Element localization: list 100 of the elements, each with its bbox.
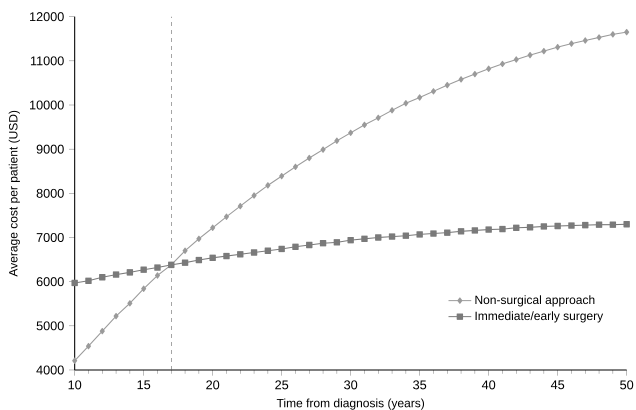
y-tick-label: 6000: [36, 277, 64, 286]
x-tick-label: 15: [138, 380, 150, 390]
point: [334, 239, 340, 246]
point: [596, 221, 602, 228]
point: [71, 280, 78, 286]
y-tick-label: 4000: [36, 366, 64, 374]
point: [223, 252, 230, 260]
legend-label: Non-surgical approach: [475, 295, 594, 306]
point: [402, 232, 410, 239]
point: [430, 230, 437, 237]
point: [306, 154, 312, 162]
point: [430, 88, 436, 95]
point: [224, 214, 230, 220]
point: [86, 342, 92, 350]
y-axis-title: Average cost per patient (USD): [8, 110, 20, 277]
point: [375, 234, 382, 241]
point: [141, 286, 146, 292]
point: [306, 242, 312, 248]
point: [500, 60, 505, 68]
point: [472, 227, 478, 234]
point: [623, 221, 630, 228]
point: [568, 40, 574, 47]
x-tick-label: 40: [482, 380, 496, 390]
x-tick-label: 50: [620, 380, 634, 390]
point: [182, 259, 188, 266]
y-tick-label: 10000: [30, 100, 64, 110]
point: [154, 272, 160, 279]
x-tick-label: 20: [206, 380, 220, 390]
point: [486, 66, 492, 72]
point: [417, 94, 422, 101]
point: [526, 224, 534, 231]
point: [292, 164, 298, 170]
point: [610, 221, 616, 228]
point: [458, 228, 464, 235]
x-tick-label: 35: [413, 380, 426, 390]
point: [568, 222, 575, 229]
legend-label: Immediate/early surgery: [476, 311, 604, 322]
point: [100, 328, 105, 334]
point: [416, 231, 423, 238]
point: [514, 56, 519, 63]
point: [250, 249, 258, 256]
point: [541, 48, 546, 54]
x-tick-label: 30: [344, 380, 358, 390]
point: [279, 172, 284, 180]
point: [264, 248, 272, 254]
point: [196, 236, 202, 242]
point: [582, 37, 588, 44]
point: [112, 271, 120, 278]
point: [403, 100, 408, 106]
point: [196, 256, 202, 264]
point: [376, 114, 381, 122]
y-tick-label: 11000: [30, 56, 64, 66]
point: [278, 246, 285, 252]
point: [85, 278, 92, 284]
point: [265, 182, 270, 189]
point: [72, 358, 78, 364]
point: [292, 244, 299, 250]
point: [485, 226, 492, 233]
point: [596, 34, 602, 41]
point: [624, 28, 630, 36]
point: [444, 229, 450, 236]
point: [320, 240, 326, 246]
x-axis-title: Time from diagnosis (years): [276, 398, 424, 410]
point: [238, 202, 243, 210]
point: [472, 70, 478, 78]
y-tick-label: 9000: [36, 144, 64, 154]
x-tick-label: 45: [550, 380, 564, 390]
point: [390, 107, 395, 114]
y-tick-label: 12000: [30, 12, 64, 22]
point: [140, 266, 147, 273]
point: [347, 236, 354, 244]
point: [182, 248, 188, 254]
y-tick-label: 7000: [36, 233, 64, 242]
point: [126, 269, 134, 276]
y-tick-label: 5000: [36, 321, 64, 330]
point: [361, 236, 368, 242]
point: [555, 44, 560, 50]
x-tick-label: 10: [68, 380, 82, 390]
point: [210, 224, 216, 231]
point: [540, 223, 548, 230]
x-tick-label: 25: [275, 380, 288, 390]
point: [499, 226, 506, 232]
point: [320, 146, 326, 153]
point: [348, 130, 354, 136]
point: [237, 251, 244, 258]
point: [554, 222, 561, 230]
point: [513, 224, 520, 231]
point: [444, 82, 450, 88]
point: [114, 312, 119, 320]
y-tick-label: 8000: [36, 188, 64, 198]
point: [154, 264, 161, 271]
point: [582, 222, 588, 228]
point: [610, 31, 616, 38]
point: [209, 254, 216, 262]
point: [528, 52, 533, 58]
point: [99, 274, 106, 280]
point: [252, 192, 257, 199]
point: [458, 76, 464, 83]
point: [362, 122, 367, 128]
point: [388, 233, 396, 240]
